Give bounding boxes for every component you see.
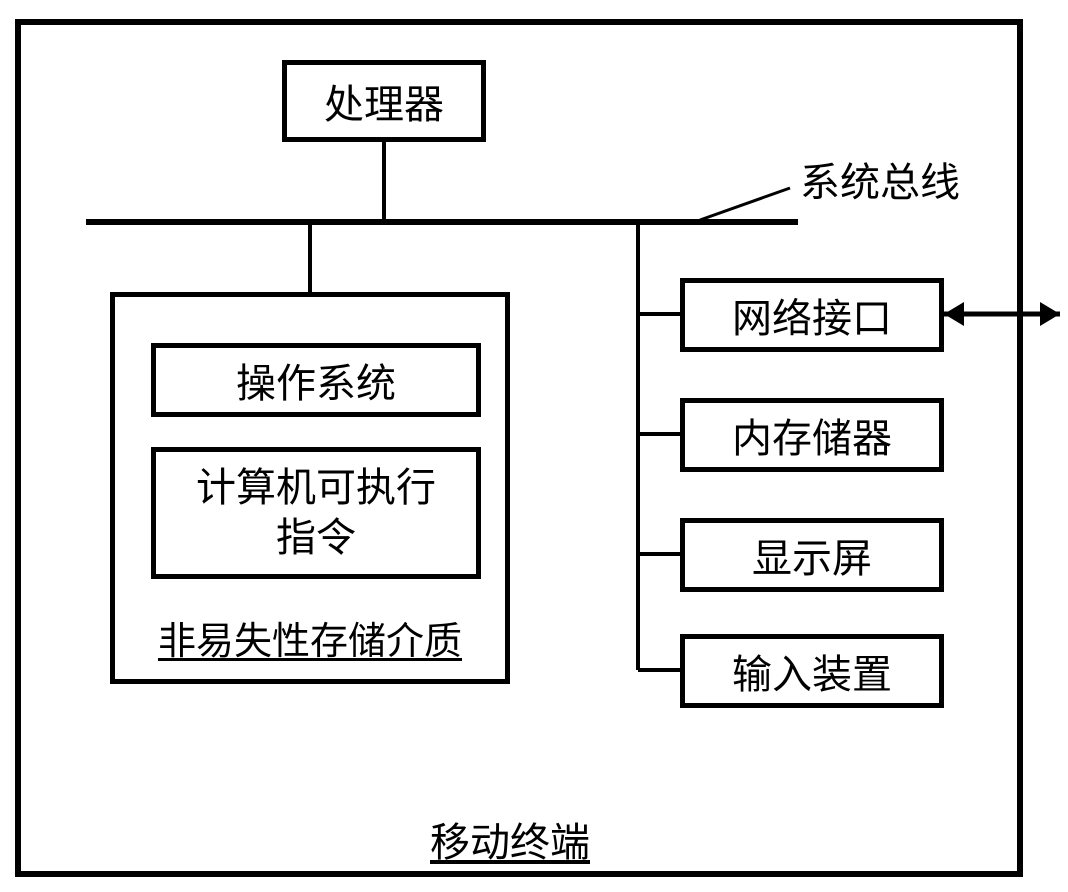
instr-line2: 指令	[196, 513, 436, 563]
internal-memory-label: 内存储器	[732, 406, 892, 464]
internal-memory-box: 内存储器	[680, 398, 944, 472]
container-text: 移动终端	[430, 820, 590, 865]
input-device-box: 输入装置	[680, 634, 944, 708]
storage-group-box: 操作系统 计算机可执行 指令 非易失性存储介质	[110, 292, 510, 684]
system-bus-text: 系统总线	[800, 160, 960, 205]
input-device-label: 输入装置	[732, 642, 892, 700]
diagram-canvas: 处理器 系统总线 操作系统 计算机可执行 指令 非易失性存储介质 网络接口 内存…	[0, 0, 1068, 892]
network-interface-box: 网络接口	[680, 278, 944, 352]
display-box: 显示屏	[680, 518, 944, 592]
system-bus-label: 系统总线	[800, 150, 960, 208]
network-interface-label: 网络接口	[732, 286, 892, 344]
display-label: 显示屏	[752, 526, 872, 584]
storage-group-text: 非易失性存储介质	[158, 621, 462, 663]
storage-group-label: 非易失性存储介质	[115, 610, 505, 665]
os-box: 操作系统	[151, 343, 481, 417]
os-label: 操作系统	[236, 351, 396, 409]
instructions-text: 计算机可执行 指令	[196, 463, 436, 563]
instr-line1: 计算机可执行	[196, 463, 436, 513]
bus-label-leader	[700, 188, 790, 220]
instructions-box: 计算机可执行 指令	[151, 447, 481, 579]
net-arrow-head-right	[1040, 302, 1060, 326]
processor-box: 处理器	[282, 60, 486, 142]
container-label: 移动终端	[430, 810, 590, 868]
processor-label: 处理器	[324, 72, 444, 130]
net-arrow-head-left	[944, 302, 964, 326]
